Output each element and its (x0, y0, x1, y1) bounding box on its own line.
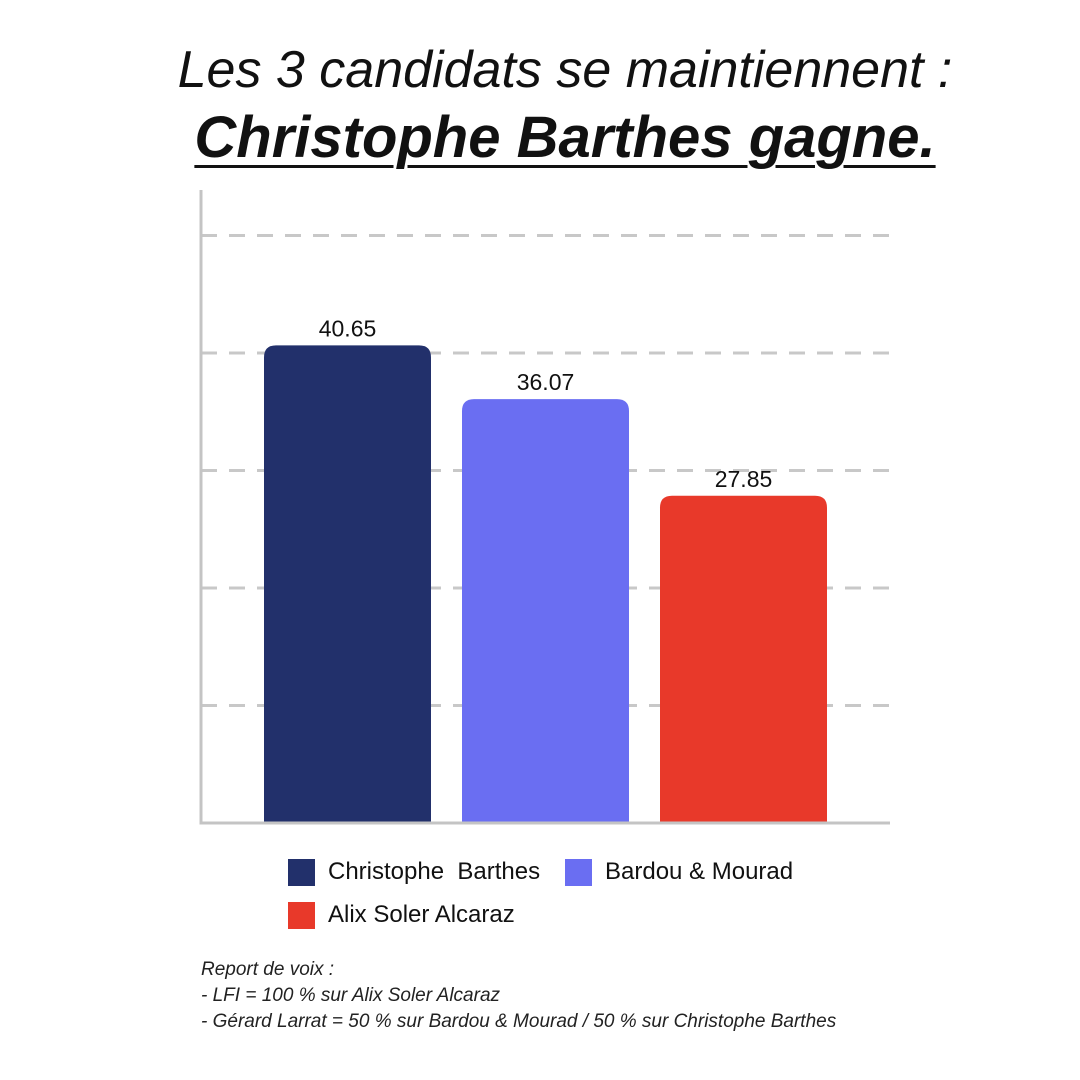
legend-label: Bardou & Mourad (605, 858, 794, 885)
legend-item-christophe-barthes: Christophe Barthes (288, 858, 540, 886)
bar-value-label: 27.85 (715, 466, 773, 492)
legend-item-alix-soler-alcaraz: Alix Soler Alcaraz (288, 901, 515, 929)
legend-item-bardou-mourad: Bardou & Mourad (565, 858, 793, 886)
vote-transfer-notes: Report de voix : - LFI = 100 % sur Alix … (201, 957, 836, 1035)
legend-swatch (565, 858, 592, 886)
bar (660, 495, 827, 823)
notes-heading: Report de voix : (201, 959, 335, 980)
chart-title-headline: Christophe Barthes gagne. (194, 105, 936, 170)
legend-label: Alix Soler Alcaraz (328, 901, 515, 928)
bar (264, 345, 431, 823)
bar-value-label: 36.07 (517, 369, 575, 395)
legend-swatch (288, 858, 315, 886)
chart-title-line1: Les 3 candidats se maintiennent : (177, 41, 953, 99)
legend-label: Christophe Barthes (328, 858, 541, 885)
notes-line: - Gérard Larrat = 50 % sur Bardou & Mour… (201, 1011, 837, 1032)
legend-swatch (288, 901, 315, 929)
bar-value-label: 40.65 (319, 315, 377, 341)
notes-line: - LFI = 100 % sur Alix Soler Alcaraz (201, 985, 501, 1006)
chart-title-line2: Christophe Barthes gagne. (0, 104, 1080, 171)
bar (462, 399, 629, 823)
bar-chart: 40.65 36.07 27.85 (199, 190, 890, 825)
